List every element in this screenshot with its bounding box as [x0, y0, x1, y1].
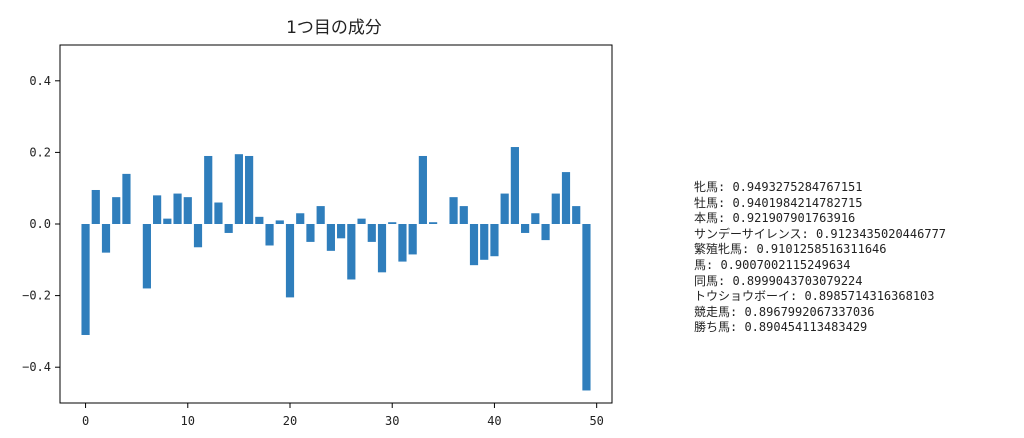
bar-41 — [500, 193, 509, 224]
x-tick-label: 50 — [589, 414, 603, 428]
similar-word-item: 競走馬: 0.8967992067337036 — [694, 304, 875, 319]
bar-26 — [347, 224, 356, 280]
bar-48 — [572, 206, 581, 224]
bar-14 — [224, 224, 233, 233]
x-tick-label: 40 — [487, 414, 501, 428]
bar-22 — [306, 224, 315, 242]
x-tick-label: 20 — [283, 414, 297, 428]
bar-44 — [531, 213, 540, 224]
x-tick-label: 0 — [82, 414, 89, 428]
bar-7 — [153, 195, 162, 224]
chart-title: 1つ目の成分 — [286, 18, 382, 38]
x-tick-label: 30 — [385, 414, 399, 428]
bar-39 — [480, 224, 489, 260]
y-tick-label: 0.4 — [29, 74, 51, 88]
y-tick-label: 0.2 — [29, 145, 51, 159]
bar-17 — [255, 216, 264, 224]
bar-10 — [183, 197, 192, 224]
bar-15 — [234, 154, 243, 224]
bar-47 — [561, 172, 571, 224]
bar-19 — [275, 220, 284, 224]
similar-word-item: トウショウボーイ: 0.8985714316368103 — [694, 289, 935, 304]
similar-word-item: 牝馬: 0.9493275284767151 — [694, 180, 863, 194]
bar-40 — [490, 224, 499, 257]
y-tick-label: −0.4 — [22, 360, 51, 374]
bar-8 — [163, 218, 172, 224]
x-tick-label: 10 — [181, 414, 195, 428]
similar-words-list: 牝馬: 0.9493275284767151 牡馬: 0.940198421478… — [694, 180, 946, 336]
bar-13 — [214, 202, 223, 224]
bar-49 — [582, 224, 591, 391]
bar-28 — [367, 224, 376, 242]
y-tick-label: −0.2 — [22, 289, 51, 303]
bar-3 — [112, 197, 121, 224]
bar-18 — [265, 224, 274, 246]
similar-word-item: サンデーサイレンス: 0.9123435020446777 — [694, 226, 947, 241]
bars-layer — [81, 147, 591, 391]
similar-word-item: 繁殖牝馬: 0.9101258516311646 — [694, 242, 887, 257]
bar-23 — [316, 206, 325, 224]
bar-11 — [193, 224, 203, 248]
bar-24 — [326, 224, 335, 251]
bar-43 — [521, 224, 530, 233]
bar-6 — [142, 224, 151, 289]
bar-36 — [449, 197, 458, 224]
bar-2 — [101, 224, 111, 253]
y-tick-label: 0.0 — [29, 217, 51, 231]
similar-word-item: 本馬: 0.921907901763916 — [694, 211, 856, 226]
bar-1 — [91, 189, 100, 224]
bar-31 — [398, 224, 407, 262]
similar-word-item: 勝ち馬: 0.890454113483429 — [694, 320, 868, 335]
bar-16 — [245, 155, 254, 224]
bar-32 — [408, 224, 417, 255]
bar-46 — [551, 193, 560, 224]
bar-37 — [459, 206, 468, 224]
bar-25 — [337, 224, 346, 239]
bar-21 — [296, 213, 305, 224]
bar-12 — [204, 155, 213, 224]
bar-27 — [357, 218, 366, 224]
bar-4 — [122, 173, 131, 224]
bar-29 — [377, 224, 387, 273]
similar-word-item: 牡馬: 0.9401984214782715 — [694, 195, 863, 210]
similar-word-item: 同馬: 0.8999043703079224 — [694, 273, 863, 288]
bar-20 — [285, 224, 295, 298]
bar-34 — [429, 222, 438, 224]
bar-0 — [81, 224, 90, 335]
bar-42 — [510, 147, 519, 224]
bar-45 — [541, 224, 550, 241]
bar-33 — [418, 155, 427, 224]
bar-30 — [388, 222, 397, 224]
axis-ticks: 0 10 20 30 40 50 0.4 0.2 0.0 −0.2 −0.4 — [22, 74, 604, 428]
similar-word-item: 馬: 0.9007002115249634 — [694, 257, 851, 272]
bar-38 — [469, 224, 479, 266]
plot-area-frame — [59, 44, 613, 404]
bar-9 — [173, 193, 182, 224]
